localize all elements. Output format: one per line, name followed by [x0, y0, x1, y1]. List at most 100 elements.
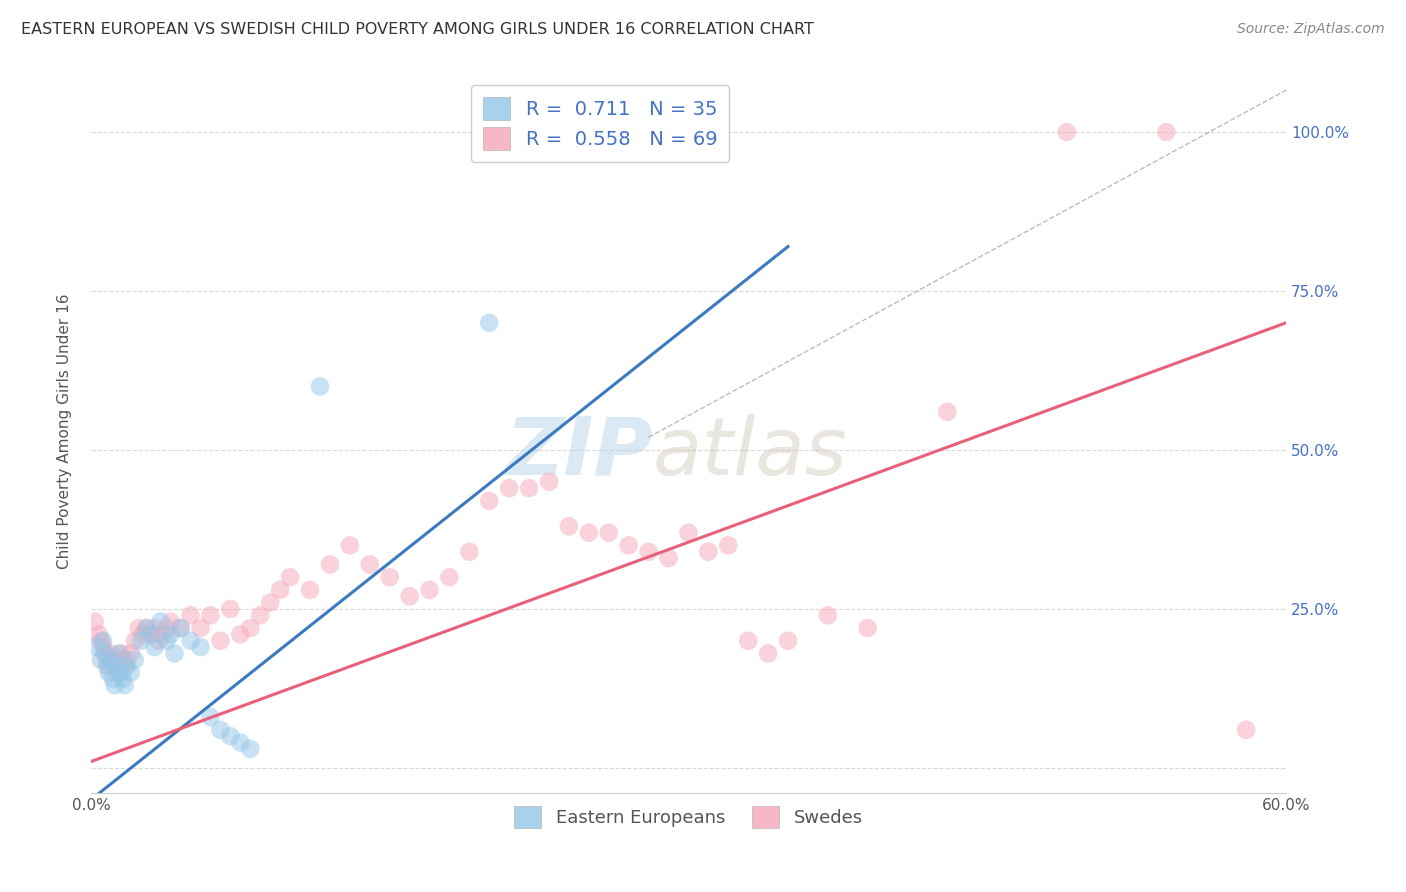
Point — [94, 647, 117, 661]
Point — [94, 647, 117, 661]
Legend: Eastern Europeans, Swedes: Eastern Europeans, Swedes — [508, 798, 870, 835]
Point — [97, 659, 120, 673]
Point — [209, 723, 232, 737]
Point — [86, 640, 108, 654]
Point — [278, 570, 301, 584]
Point — [856, 621, 879, 635]
Point — [120, 665, 142, 680]
Point — [110, 665, 132, 680]
Point — [239, 621, 262, 635]
Point — [169, 621, 191, 635]
Point — [97, 665, 120, 680]
Point — [132, 627, 155, 641]
Point — [219, 729, 242, 743]
Point — [104, 678, 127, 692]
Point — [91, 633, 114, 648]
Point — [558, 519, 581, 533]
Point — [149, 615, 172, 629]
Point — [617, 538, 640, 552]
Point — [104, 659, 127, 673]
Point — [717, 538, 740, 552]
Point — [100, 647, 122, 661]
Point — [697, 545, 720, 559]
Point — [101, 672, 124, 686]
Point — [139, 627, 162, 641]
Point — [200, 608, 222, 623]
Point — [190, 640, 212, 654]
Point — [180, 633, 202, 648]
Point — [439, 570, 461, 584]
Text: ZIP: ZIP — [505, 414, 652, 491]
Point — [180, 608, 202, 623]
Point — [200, 710, 222, 724]
Point — [120, 647, 142, 661]
Point — [105, 653, 128, 667]
Point — [657, 551, 679, 566]
Point — [418, 582, 440, 597]
Point — [159, 627, 181, 641]
Point — [163, 647, 186, 661]
Point — [339, 538, 361, 552]
Point — [110, 647, 132, 661]
Point — [598, 525, 620, 540]
Point — [169, 621, 191, 635]
Point — [105, 659, 128, 673]
Point — [737, 633, 759, 648]
Point — [359, 558, 381, 572]
Point — [124, 653, 146, 667]
Point — [152, 627, 174, 641]
Point — [87, 627, 110, 641]
Point — [124, 633, 146, 648]
Point — [90, 633, 112, 648]
Point — [101, 653, 124, 667]
Point — [115, 653, 138, 667]
Point — [114, 678, 136, 692]
Point — [159, 615, 181, 629]
Text: Source: ZipAtlas.com: Source: ZipAtlas.com — [1237, 22, 1385, 37]
Point — [398, 589, 420, 603]
Point — [229, 735, 252, 749]
Point — [129, 633, 152, 648]
Text: atlas: atlas — [652, 414, 848, 491]
Point — [135, 621, 157, 635]
Point — [1234, 723, 1257, 737]
Point — [817, 608, 839, 623]
Point — [478, 316, 501, 330]
Point — [96, 653, 118, 667]
Point — [637, 545, 659, 559]
Point — [776, 633, 799, 648]
Point — [249, 608, 271, 623]
Point — [517, 481, 540, 495]
Point — [128, 621, 150, 635]
Point — [229, 627, 252, 641]
Point — [259, 596, 281, 610]
Point — [115, 659, 138, 673]
Point — [111, 653, 134, 667]
Point — [114, 659, 136, 673]
Point — [143, 621, 166, 635]
Point — [209, 633, 232, 648]
Point — [90, 653, 112, 667]
Y-axis label: Child Poverty Among Girls Under 16: Child Poverty Among Girls Under 16 — [58, 293, 72, 569]
Point — [319, 558, 342, 572]
Point — [111, 672, 134, 686]
Point — [498, 481, 520, 495]
Point — [478, 494, 501, 508]
Point — [269, 582, 291, 597]
Point — [91, 640, 114, 654]
Point — [148, 633, 170, 648]
Point — [298, 582, 321, 597]
Point — [156, 621, 179, 635]
Point — [135, 621, 157, 635]
Point — [458, 545, 481, 559]
Point — [1156, 125, 1178, 139]
Point — [156, 633, 179, 648]
Point — [756, 647, 779, 661]
Point — [108, 665, 131, 680]
Point — [143, 640, 166, 654]
Point — [190, 621, 212, 635]
Point — [1056, 125, 1078, 139]
Point — [309, 379, 332, 393]
Point — [139, 627, 162, 641]
Point — [239, 742, 262, 756]
